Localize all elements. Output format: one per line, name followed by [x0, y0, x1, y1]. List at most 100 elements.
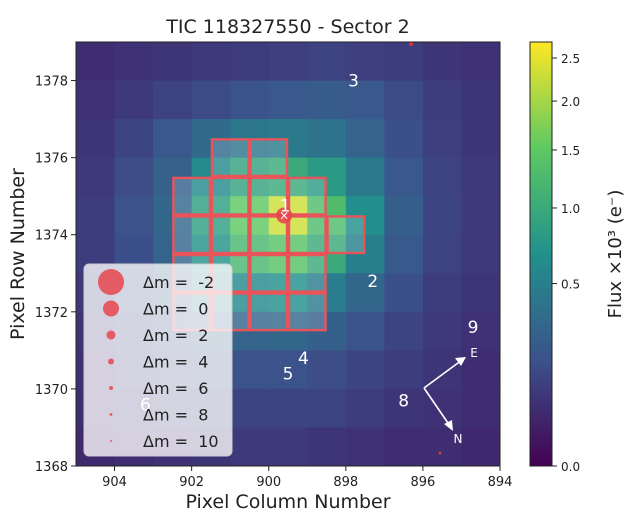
colorbar-tick-label: 2.0 [561, 95, 580, 109]
y-tick-label: 1370 [35, 383, 68, 398]
y-tick-label: 1376 [35, 152, 68, 167]
colorbar-ticks: 0.0 0.5 1.0 1.5 2.0 2.5 [552, 52, 580, 474]
x-tick-label: 898 [333, 475, 358, 490]
north-label: N [454, 432, 463, 446]
heatmap-cell [384, 388, 424, 428]
heatmap-cell [153, 119, 193, 159]
star-marker [409, 42, 413, 46]
heatmap-cell [384, 311, 424, 351]
heatmap-cell [268, 388, 308, 428]
legend-marker [103, 300, 119, 317]
y-tick-label: 1368 [35, 460, 68, 475]
heatmap-cell [345, 42, 385, 82]
heatmap-cell [307, 80, 347, 120]
heatmap-cell [345, 157, 385, 197]
y-axis-ticks: 1368 1370 1372 1374 1376 1378 [35, 75, 76, 475]
heatmap-cell [191, 42, 231, 82]
legend-label: Δm = 10 [143, 432, 219, 451]
heatmap-cell [153, 42, 193, 82]
aperture-pixel [172, 176, 212, 216]
heatmap-cell [384, 119, 424, 159]
heatmap-cell [384, 234, 424, 274]
heatmap-cell [230, 350, 270, 390]
heatmap-cell [422, 80, 462, 120]
heatmap-cell [422, 157, 462, 197]
east-arrowhead [455, 357, 466, 366]
heatmap-cell [384, 196, 424, 236]
heatmap-cell [76, 119, 116, 159]
heatmap-cell [307, 350, 347, 390]
aperture-pixel [210, 215, 250, 255]
legend-marker [98, 269, 124, 295]
aperture-pixel [249, 292, 289, 332]
heatmap-cell [384, 427, 424, 467]
star-label: 3 [348, 72, 359, 92]
legend-label: Δm = 0 [143, 300, 208, 319]
heatmap-cell [307, 388, 347, 428]
heatmap-cell [307, 42, 347, 82]
heatmap-cell [345, 311, 385, 351]
colorbar-tick-label: 0.5 [561, 278, 580, 292]
heatmap-cell [422, 196, 462, 236]
y-tick-label: 1378 [35, 75, 68, 90]
legend-marker [109, 386, 113, 390]
target-star-marker [276, 207, 293, 224]
legend-marker [106, 330, 116, 340]
heatmap-cell [461, 427, 501, 467]
heatmap-cell [422, 234, 462, 274]
heatmap-cell [384, 273, 424, 313]
heatmap-cell [461, 311, 501, 351]
legend-label: Δm = 2 [143, 326, 208, 345]
legend-marker [109, 413, 113, 416]
y-tick-label: 1374 [35, 229, 68, 244]
x-tick-label: 902 [179, 475, 204, 490]
heatmap-cell [191, 80, 231, 120]
heatmap-cell [461, 119, 501, 159]
colorbar-tick-label: 0.0 [561, 460, 580, 474]
star-label: 8 [398, 391, 409, 411]
legend-marker [108, 358, 114, 365]
legend: Δm = -2 Δm = 0 Δm = 2 Δm = 4 Δm = 6 Δm = 8 Δm … [83, 263, 233, 457]
colorbar-tick-label: 1.5 [561, 144, 580, 158]
colorbar-label: Flux ×10³ (e⁻) [605, 190, 626, 319]
star-label: 9 [468, 318, 479, 338]
heatmap-cell [114, 80, 154, 120]
heatmap-cell [461, 234, 501, 274]
heatmap-cell [114, 42, 154, 82]
heatmap-cell [422, 42, 462, 82]
heatmap-cell [345, 427, 385, 467]
aperture-pixel [249, 253, 289, 293]
legend-label: Δm = 6 [143, 379, 208, 398]
heatmap-cell [384, 42, 424, 82]
heatmap-cell [76, 157, 116, 197]
heatmap-cell [461, 273, 501, 313]
heatmap-cell [345, 273, 385, 313]
heatmap-cell [461, 42, 501, 82]
star-label: 4 [298, 349, 309, 369]
heatmap-cell [268, 80, 308, 120]
heatmap-cell [268, 427, 308, 467]
heatmap-cell [461, 196, 501, 236]
heatmap-cell [461, 350, 501, 390]
heatmap-cell [345, 234, 385, 274]
y-axis-label: Pixel Row Number [7, 168, 29, 340]
heatmap-cell [307, 427, 347, 467]
aperture-pixel [210, 176, 250, 216]
heatmap-cell [384, 350, 424, 390]
x-tick-label: 896 [410, 475, 435, 490]
target-cross-marker: × [279, 208, 289, 222]
legend-box [83, 263, 233, 457]
aperture-pixel [249, 138, 289, 178]
heatmap-cell [384, 157, 424, 197]
x-axis-ticks: 904 902 900 898 896 894 [102, 466, 512, 490]
star-label: 5 [283, 364, 294, 384]
heatmap-cell [461, 388, 501, 428]
heatmap-cell [422, 311, 462, 351]
heatmap-cell [307, 119, 347, 159]
aperture-pixel [210, 138, 250, 178]
heatmap-cell [345, 388, 385, 428]
legend-marker [110, 440, 112, 442]
heatmap-cell [230, 427, 270, 467]
heatmap-cell [422, 273, 462, 313]
